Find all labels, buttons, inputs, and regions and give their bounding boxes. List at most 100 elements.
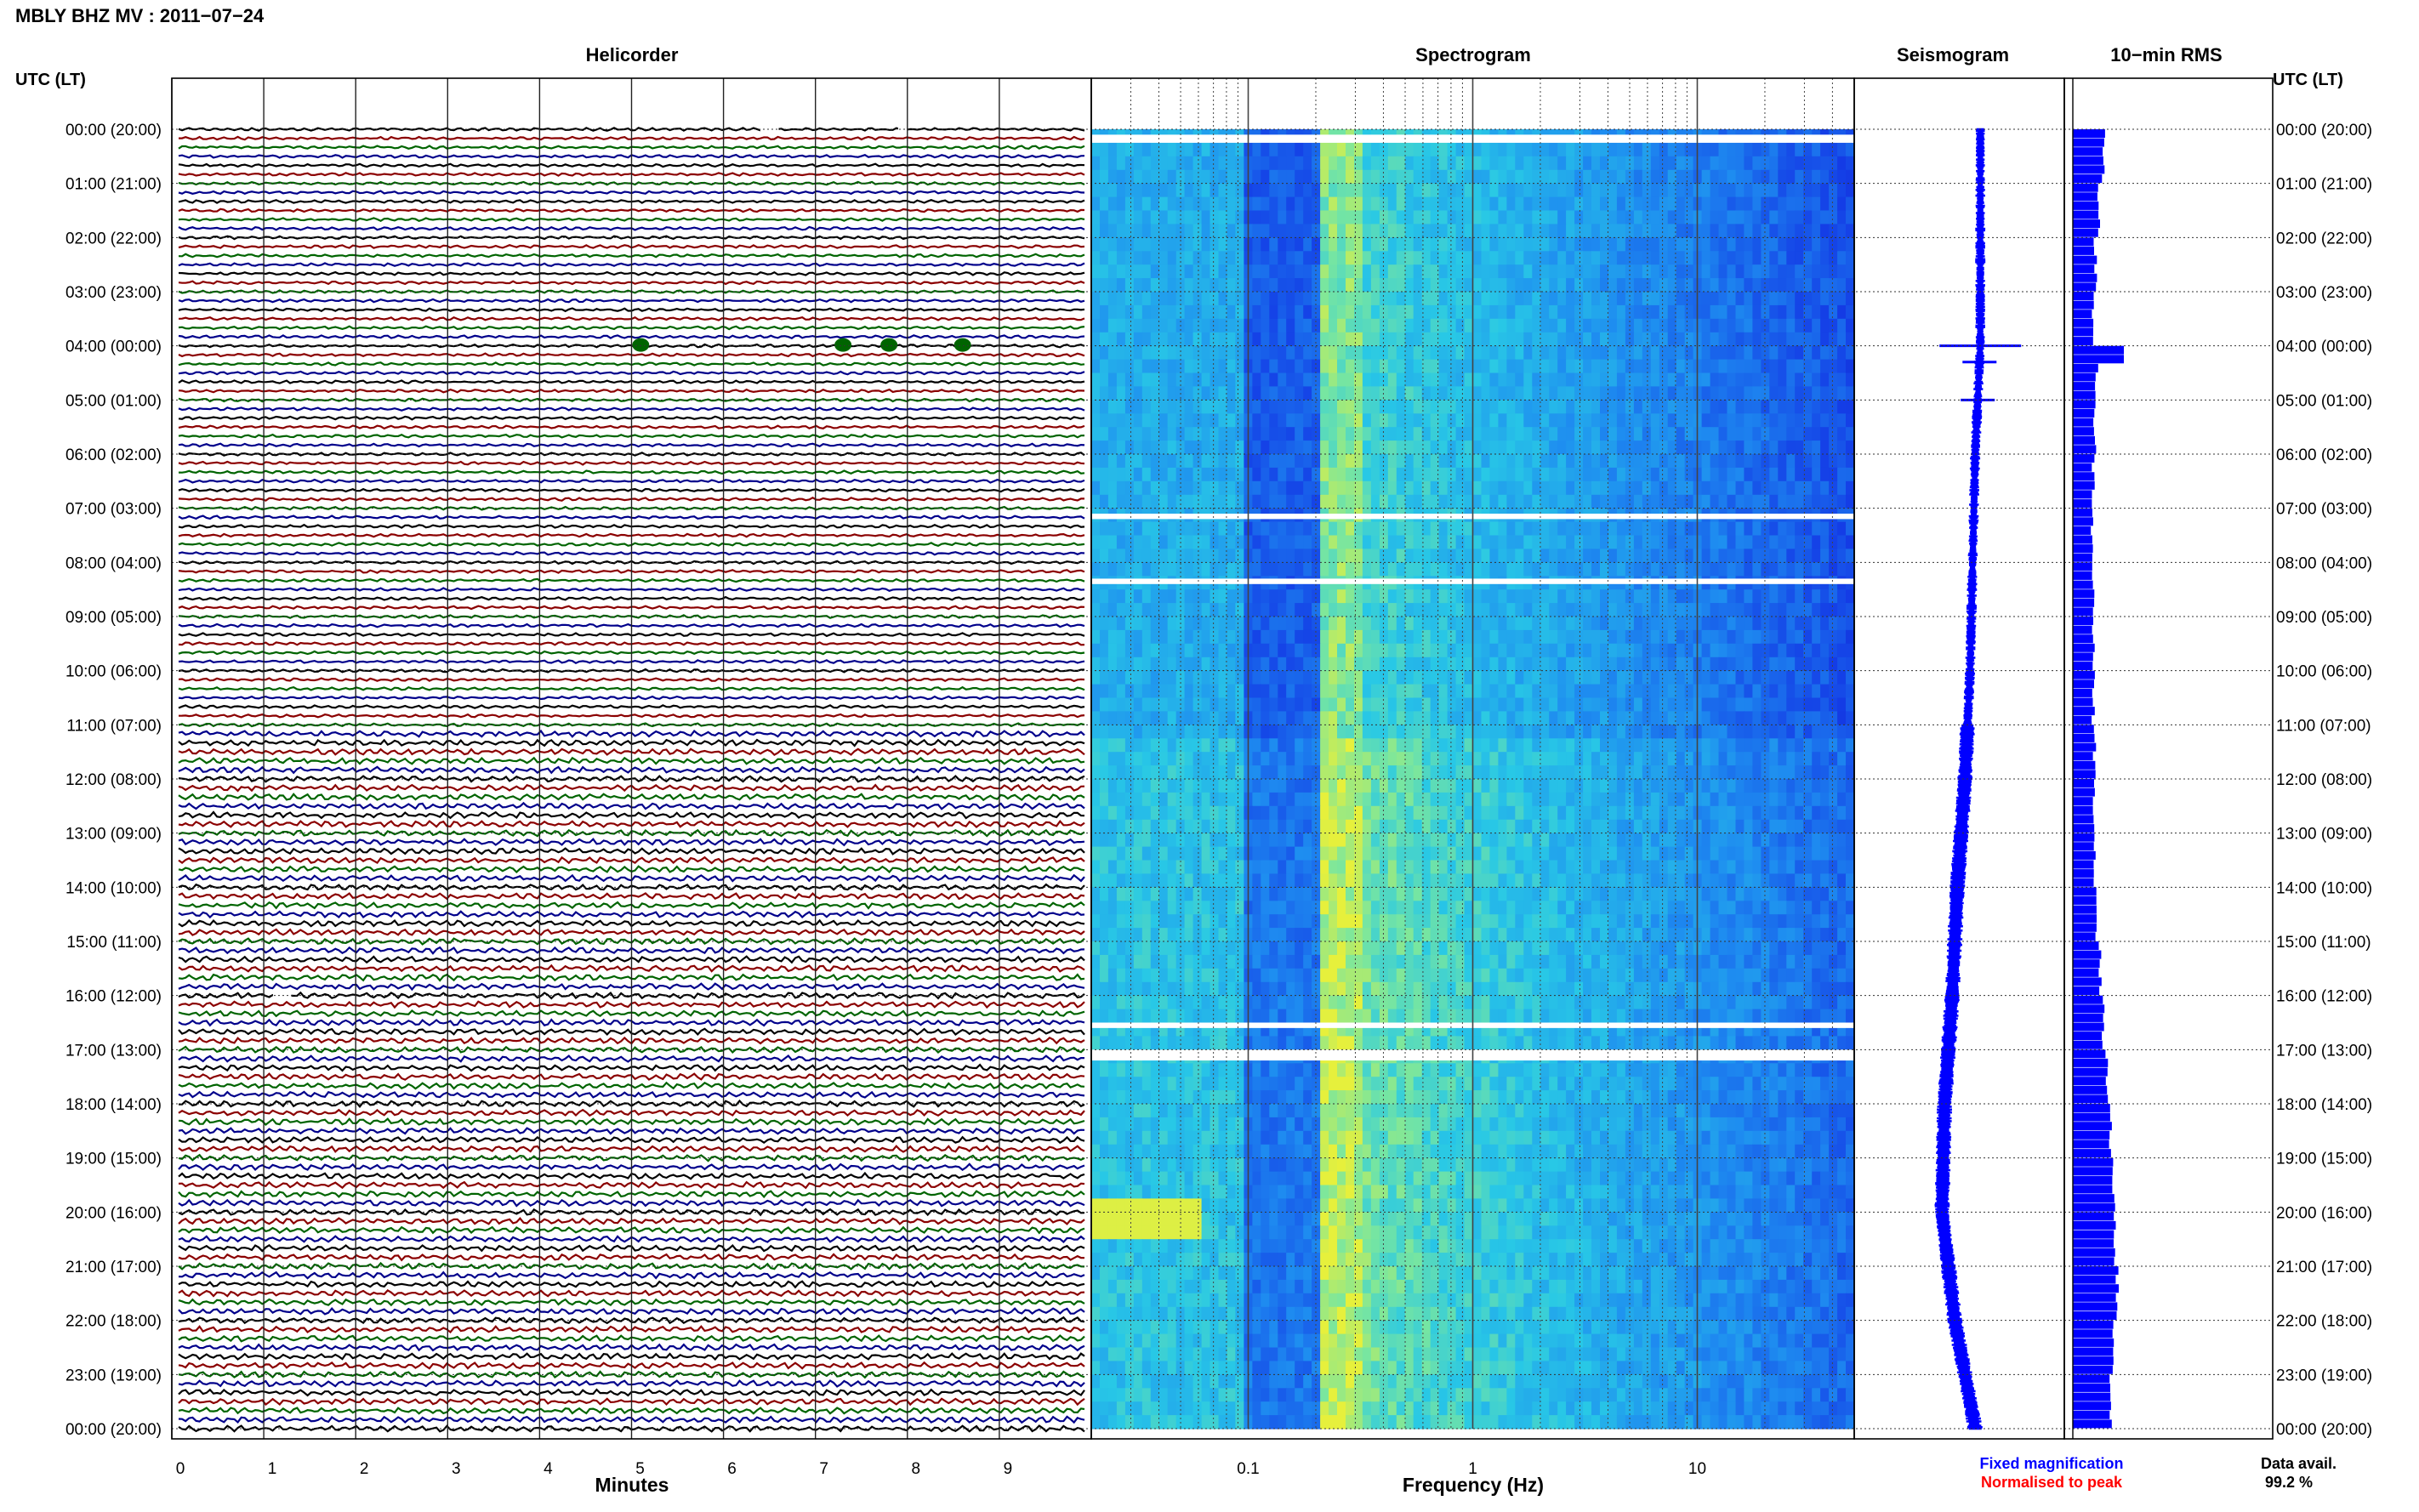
- spectrogram-cell: [1676, 196, 1686, 212]
- spectrogram-cell: [1506, 629, 1516, 645]
- spectrogram-cell: [1337, 251, 1346, 265]
- spectrogram-cell: [1455, 441, 1466, 455]
- spectrogram-cell: [1201, 697, 1211, 712]
- spectrogram-cell: [1158, 494, 1169, 509]
- spectrogram-cell: [1489, 752, 1499, 766]
- spectrogram-cell: [1286, 441, 1295, 455]
- spectrogram-cell: [1523, 725, 1533, 739]
- spectrogram-cell: [1566, 684, 1575, 699]
- spectrogram-cell: [1820, 251, 1830, 265]
- spectrogram-cell: [1659, 562, 1669, 577]
- spectrogram-cell: [1625, 332, 1635, 347]
- spectrogram-cell: [1820, 441, 1830, 455]
- spectrogram-cell: [1710, 792, 1720, 807]
- spectrogram-cell: [1761, 494, 1770, 509]
- spectrogram-cell: [1413, 603, 1423, 617]
- spectrogram-cell: [1346, 237, 1355, 252]
- spectrogram-cell: [1430, 603, 1440, 617]
- spectrogram-cell: [1235, 629, 1244, 645]
- spectrogram-cell: [1574, 846, 1584, 861]
- spectrogram-cell: [1337, 752, 1346, 766]
- spectrogram-cell: [1320, 413, 1329, 428]
- spectrogram-cell: [1744, 400, 1753, 414]
- spectrogram-cell: [1583, 738, 1592, 753]
- spectrogram-cell: [1421, 589, 1431, 604]
- spectrogram-cell: [1464, 224, 1474, 238]
- spectrogram-cell: [1795, 318, 1804, 333]
- spectrogram-cell: [1650, 494, 1660, 509]
- station-title: MBLY BHZ MV : 2011−07−24: [15, 5, 265, 26]
- spectrogram-cell: [1404, 819, 1414, 834]
- spectrogram-cell: [1396, 156, 1406, 171]
- spectrogram-cell: [1303, 562, 1312, 577]
- spectrogram-cell: [1498, 372, 1507, 387]
- spectrogram-cell: [1252, 562, 1261, 577]
- spectrogram-cell: [1659, 494, 1669, 509]
- spectrogram-cell: [1583, 372, 1592, 387]
- spectrogram-cell: [1362, 386, 1372, 401]
- spectrogram-cell: [1557, 860, 1567, 874]
- spectrogram-cell: [1312, 345, 1321, 361]
- spectrogram-cell: [1650, 670, 1660, 685]
- spectrogram-cell: [1107, 833, 1118, 848]
- spectrogram-cell: [1566, 156, 1575, 171]
- spectrogram-cell: [1786, 142, 1796, 157]
- spectrogram-cell: [1150, 400, 1160, 414]
- spectrogram-cell: [1421, 210, 1431, 225]
- spectrogram-cell: [1625, 278, 1635, 293]
- spectrogram-cell: [1227, 278, 1237, 293]
- spectrogram-cell: [1735, 779, 1745, 793]
- spectrogram-cell: [1710, 441, 1720, 455]
- spectrogram-cell: [1812, 494, 1821, 509]
- spectrogram-cell: [1820, 372, 1830, 387]
- spectrogram-cell: [1820, 629, 1830, 645]
- spectrogram-cell: [1506, 603, 1516, 617]
- spectrogram-cell: [1235, 860, 1244, 874]
- spectrogram-cell: [1175, 725, 1186, 739]
- spectrogram-cell: [1464, 237, 1474, 252]
- spectrogram-cell: [1404, 738, 1414, 753]
- spectrogram-cell: [1235, 224, 1244, 238]
- spectrogram-cell: [1091, 535, 1101, 549]
- spectrogram-cell: [1329, 617, 1338, 631]
- spectrogram-cell: [1650, 617, 1660, 631]
- spectrogram-cell: [1727, 480, 1737, 496]
- spectrogram-cell: [1286, 278, 1295, 293]
- spectrogram-cell: [1124, 332, 1135, 347]
- spectrogram-cell: [1735, 805, 1745, 821]
- spectrogram-cell: [1387, 697, 1397, 712]
- spectrogram-cell: [1320, 372, 1329, 387]
- spectrogram-cell: [1472, 603, 1483, 617]
- spectrogram-cell: [1591, 521, 1601, 537]
- spectrogram-cell: [1421, 805, 1431, 821]
- spectrogram-cell: [1481, 156, 1491, 171]
- spectrogram-cell: [1549, 589, 1558, 604]
- spectrogram-cell: [1278, 860, 1287, 874]
- spectrogram-cell: [1498, 833, 1507, 848]
- spectrogram-cell: [1710, 264, 1720, 279]
- spectrogram-cell: [1515, 183, 1524, 198]
- spectrogram-cell: [1489, 278, 1499, 293]
- spectrogram-cell: [1303, 846, 1312, 861]
- spectrogram-cell: [1192, 535, 1203, 549]
- spectrogram-cell: [1295, 318, 1304, 333]
- spectrogram-cell: [1091, 603, 1101, 617]
- spectrogram-cell: [1761, 846, 1770, 861]
- spectrogram-cell: [1346, 169, 1355, 185]
- spectrogram-cell: [1735, 535, 1745, 549]
- spectrogram-cell: [1498, 819, 1507, 834]
- spectrogram-cell: [1574, 617, 1584, 631]
- spectrogram-cell: [1235, 535, 1244, 549]
- spectrogram-cell: [1489, 765, 1499, 780]
- spectrogram-cell: [1107, 670, 1118, 685]
- spectrogram-cell: [1252, 183, 1261, 198]
- spectrogram-cell: [1506, 765, 1516, 780]
- spectrogram-cell: [1312, 805, 1321, 821]
- spectrogram-cell: [1464, 292, 1474, 306]
- spectrogram-cell: [1540, 183, 1550, 198]
- spectrogram-cell: [1100, 169, 1109, 185]
- spectrogram-cell: [1455, 345, 1466, 361]
- spectrogram-cell: [1829, 589, 1838, 604]
- spectrogram-cell: [1295, 480, 1304, 496]
- spectrogram-cell: [1642, 292, 1652, 306]
